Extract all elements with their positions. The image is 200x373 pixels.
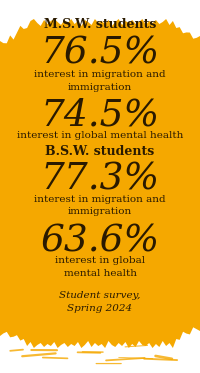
Text: interest in migration and
immigration: interest in migration and immigration	[34, 70, 166, 91]
Text: 76.5%: 76.5%	[40, 36, 160, 72]
Text: B.S.W. students: B.S.W. students	[45, 145, 155, 158]
Text: M.S.W. students: M.S.W. students	[44, 18, 156, 31]
Text: interest in global
mental health: interest in global mental health	[55, 256, 145, 278]
Text: Student survey,
Spring 2024: Student survey, Spring 2024	[59, 291, 141, 313]
Text: 74.5%: 74.5%	[40, 98, 160, 134]
Text: 63.6%: 63.6%	[40, 223, 160, 259]
Polygon shape	[0, 19, 200, 348]
Text: interest in migration and
immigration: interest in migration and immigration	[34, 195, 166, 216]
Text: interest in global mental health: interest in global mental health	[17, 131, 183, 140]
Text: 77.3%: 77.3%	[40, 161, 160, 197]
